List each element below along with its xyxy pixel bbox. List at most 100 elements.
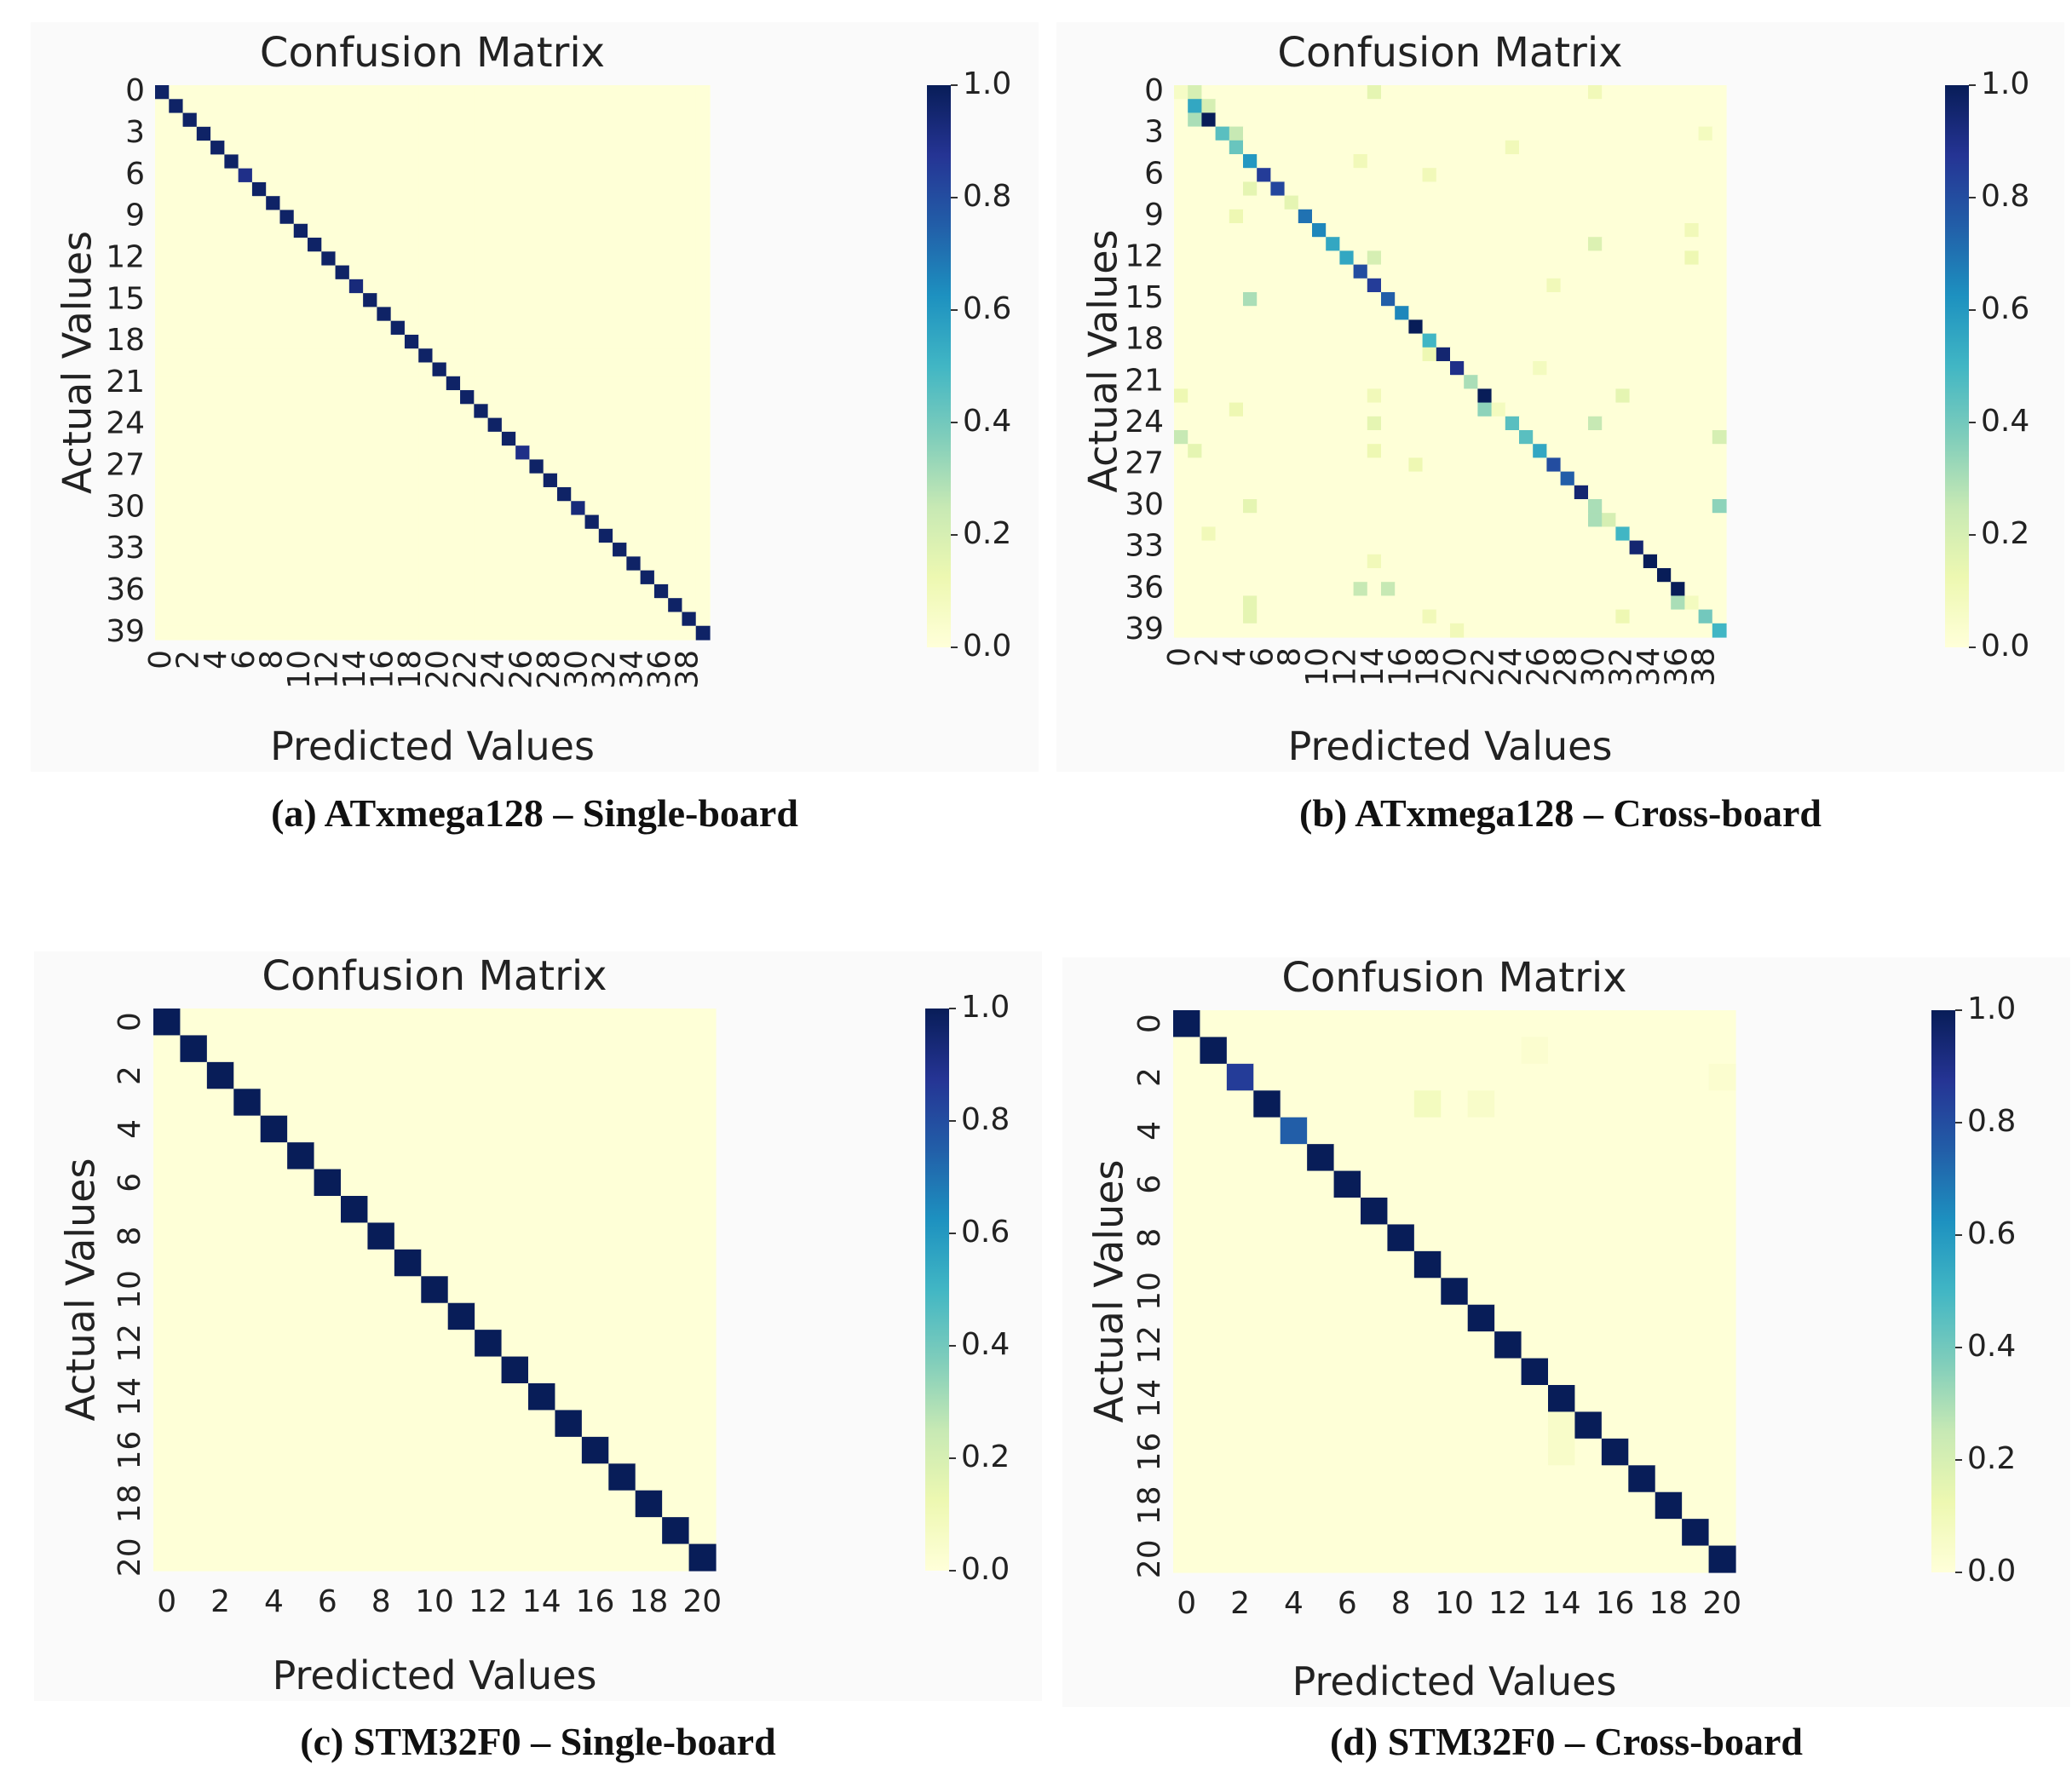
cell-12-39 <box>695 251 711 267</box>
cell-3-15 <box>1574 1090 1603 1118</box>
cell-3-26 <box>515 126 531 141</box>
cell-36-12 <box>321 583 337 599</box>
x-tick-label-0: 0 <box>1177 1586 1196 1621</box>
colorbar-tick-label-1.0: 1.0 <box>961 990 1010 1025</box>
cell-3-11 <box>447 1089 475 1117</box>
cell-39-8 <box>266 625 281 641</box>
cell-33-7 <box>1270 540 1286 555</box>
cell-29-0 <box>1174 485 1189 500</box>
cell-38-11 <box>308 612 322 627</box>
cell-9-16 <box>581 1249 609 1277</box>
cell-1-3 <box>196 99 211 114</box>
cell-23-8 <box>1284 402 1299 417</box>
cell-17-22 <box>460 320 475 336</box>
cell-17-13 <box>1521 1465 1549 1493</box>
cell-30-34 <box>626 501 642 516</box>
cell-1-28 <box>543 99 558 114</box>
cell-32-31 <box>584 528 600 543</box>
cell-1-24 <box>1505 99 1520 113</box>
cell-7-19 <box>418 181 434 197</box>
cell-27-39 <box>695 459 711 474</box>
cell-2-20 <box>688 1061 717 1089</box>
cell-35-10 <box>293 570 308 585</box>
cell-17-11 <box>447 1463 475 1491</box>
cell-27-5 <box>1243 457 1258 473</box>
cell-4-22 <box>1477 140 1493 155</box>
cell-4-32 <box>1615 140 1631 155</box>
cell-7-8 <box>1387 1198 1415 1226</box>
cell-1-19 <box>662 1035 690 1063</box>
cell-10-34 <box>626 223 642 238</box>
cell-33-27 <box>1546 540 1562 555</box>
cell-9-5 <box>287 1249 315 1277</box>
cell-5-3 <box>1215 154 1230 169</box>
cell-21-5 <box>224 376 239 391</box>
cell-1-10 <box>421 1035 449 1063</box>
cell-2-1 <box>169 112 184 128</box>
cell-13-19 <box>662 1356 690 1384</box>
cell-22-14 <box>348 390 364 405</box>
cell-20-3 <box>1215 361 1230 376</box>
cell-27-21 <box>1464 457 1478 473</box>
cell-15-17 <box>390 293 406 308</box>
cell-8-14 <box>348 196 364 211</box>
cell-6-14 <box>1367 168 1382 182</box>
cell-26-5 <box>1243 444 1258 458</box>
cell-22-17 <box>1408 388 1424 404</box>
cell-4-8 <box>1387 1117 1415 1145</box>
cell-3-39 <box>695 126 711 141</box>
cell-4-18 <box>635 1115 663 1143</box>
x-tick-label-14: 14 <box>522 1584 561 1619</box>
cell-26-36 <box>1671 444 1685 458</box>
cell-25-22 <box>1477 430 1493 445</box>
cell-17-3 <box>1253 1465 1281 1493</box>
cell-2-11 <box>1326 112 1340 128</box>
cell-15-0 <box>153 1410 181 1438</box>
cell-31-23 <box>474 514 489 530</box>
cell-16-13 <box>1353 306 1368 320</box>
cell-31-34 <box>1643 513 1658 527</box>
cell-0-1 <box>169 85 184 100</box>
cell-30-13 <box>1353 499 1368 514</box>
cell-15-1 <box>1200 1411 1228 1440</box>
cell-16-14 <box>348 307 364 322</box>
cell-9-15 <box>1381 209 1396 224</box>
cell-3-4 <box>1280 1090 1308 1118</box>
cell-37-12 <box>321 598 337 613</box>
cell-8-14 <box>1548 1224 1576 1252</box>
cell-31-6 <box>238 514 253 530</box>
cell-11-18 <box>1655 1304 1683 1332</box>
cell-17-2 <box>1201 319 1217 335</box>
cell-39-19 <box>1436 623 1451 638</box>
x-tick-label-0: 0 <box>143 650 178 669</box>
cell-30-8 <box>266 501 281 516</box>
y-tick-label-21: 21 <box>1125 363 1164 398</box>
cell-32-0 <box>155 528 170 543</box>
cell-13-3 <box>196 265 211 280</box>
cell-3-39 <box>1712 126 1727 141</box>
cell-11-10 <box>293 238 308 252</box>
cell-9-28 <box>543 210 558 225</box>
cell-30-32 <box>1615 499 1631 514</box>
cell-16-2 <box>206 1436 234 1464</box>
cell-5-10 <box>421 1142 449 1170</box>
cell-6-35 <box>1657 168 1672 182</box>
caption-d: (d) STM32F0 – Cross-board <box>1329 1720 1803 1763</box>
cell-19-22 <box>1477 347 1493 362</box>
cell-18-28 <box>543 334 558 349</box>
cell-2-14 <box>528 1061 556 1089</box>
cell-29-23 <box>1491 485 1506 500</box>
cell-32-14 <box>1367 526 1382 542</box>
cell-4-7 <box>1361 1117 1389 1145</box>
cell-35-15 <box>363 570 378 585</box>
cell-16-3 <box>196 307 211 322</box>
cell-1-7 <box>1361 1037 1389 1065</box>
cell-26-29 <box>556 445 572 461</box>
cell-37-24 <box>1505 595 1520 611</box>
cell-6-26 <box>1533 168 1547 182</box>
cell-21-0 <box>155 376 170 391</box>
cell-6-17 <box>1408 168 1424 182</box>
cell-1-16 <box>581 1035 609 1063</box>
cell-37-14 <box>1367 595 1382 611</box>
cell-24-39 <box>695 417 711 433</box>
